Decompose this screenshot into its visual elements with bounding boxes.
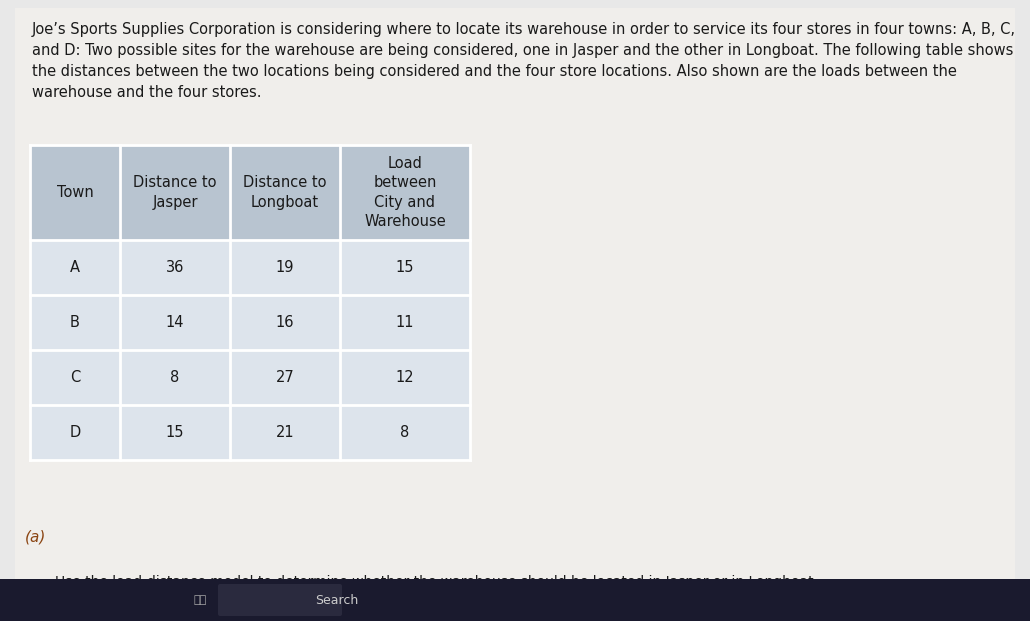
FancyBboxPatch shape <box>30 240 470 295</box>
Text: Load
between
City and
Warehouse: Load between City and Warehouse <box>365 156 446 229</box>
Text: 14: 14 <box>166 315 184 330</box>
Text: 36: 36 <box>166 260 184 275</box>
Text: 16: 16 <box>276 315 295 330</box>
Text: (a): (a) <box>25 530 46 545</box>
Text: Town: Town <box>57 185 94 200</box>
Text: ⦿⦿: ⦿⦿ <box>194 595 207 605</box>
Text: 21: 21 <box>276 425 295 440</box>
Text: Jasper: Jasper <box>193 614 228 621</box>
FancyBboxPatch shape <box>30 295 470 350</box>
Text: B: B <box>70 315 80 330</box>
Text: Load-Distance Score: Load-Distance Score <box>55 610 198 621</box>
Text: 27: 27 <box>276 370 295 385</box>
Text: Distance to
Jasper: Distance to Jasper <box>133 175 216 210</box>
Text: 19: 19 <box>276 260 295 275</box>
FancyBboxPatch shape <box>218 584 342 616</box>
Text: D: D <box>69 425 80 440</box>
Text: 15: 15 <box>396 260 414 275</box>
Text: 12: 12 <box>396 370 414 385</box>
Text: Joe’s Sports Supplies Corporation is considering where to locate its warehouse i: Joe’s Sports Supplies Corporation is con… <box>32 22 1016 100</box>
FancyBboxPatch shape <box>0 579 1030 621</box>
Text: 15: 15 <box>166 425 184 440</box>
Text: 11: 11 <box>396 315 414 330</box>
FancyBboxPatch shape <box>15 8 1015 579</box>
Text: 8: 8 <box>170 370 179 385</box>
Text: Use the load-distance model to determine whether the warehouse should be located: Use the load-distance model to determine… <box>55 575 818 589</box>
Text: 8: 8 <box>401 425 410 440</box>
FancyBboxPatch shape <box>30 145 470 240</box>
Text: C: C <box>70 370 80 385</box>
FancyBboxPatch shape <box>30 405 470 460</box>
Text: A: A <box>70 260 80 275</box>
FancyBboxPatch shape <box>30 350 470 405</box>
Text: Distance to
Longboat: Distance to Longboat <box>243 175 327 210</box>
Text: Search: Search <box>315 594 358 607</box>
